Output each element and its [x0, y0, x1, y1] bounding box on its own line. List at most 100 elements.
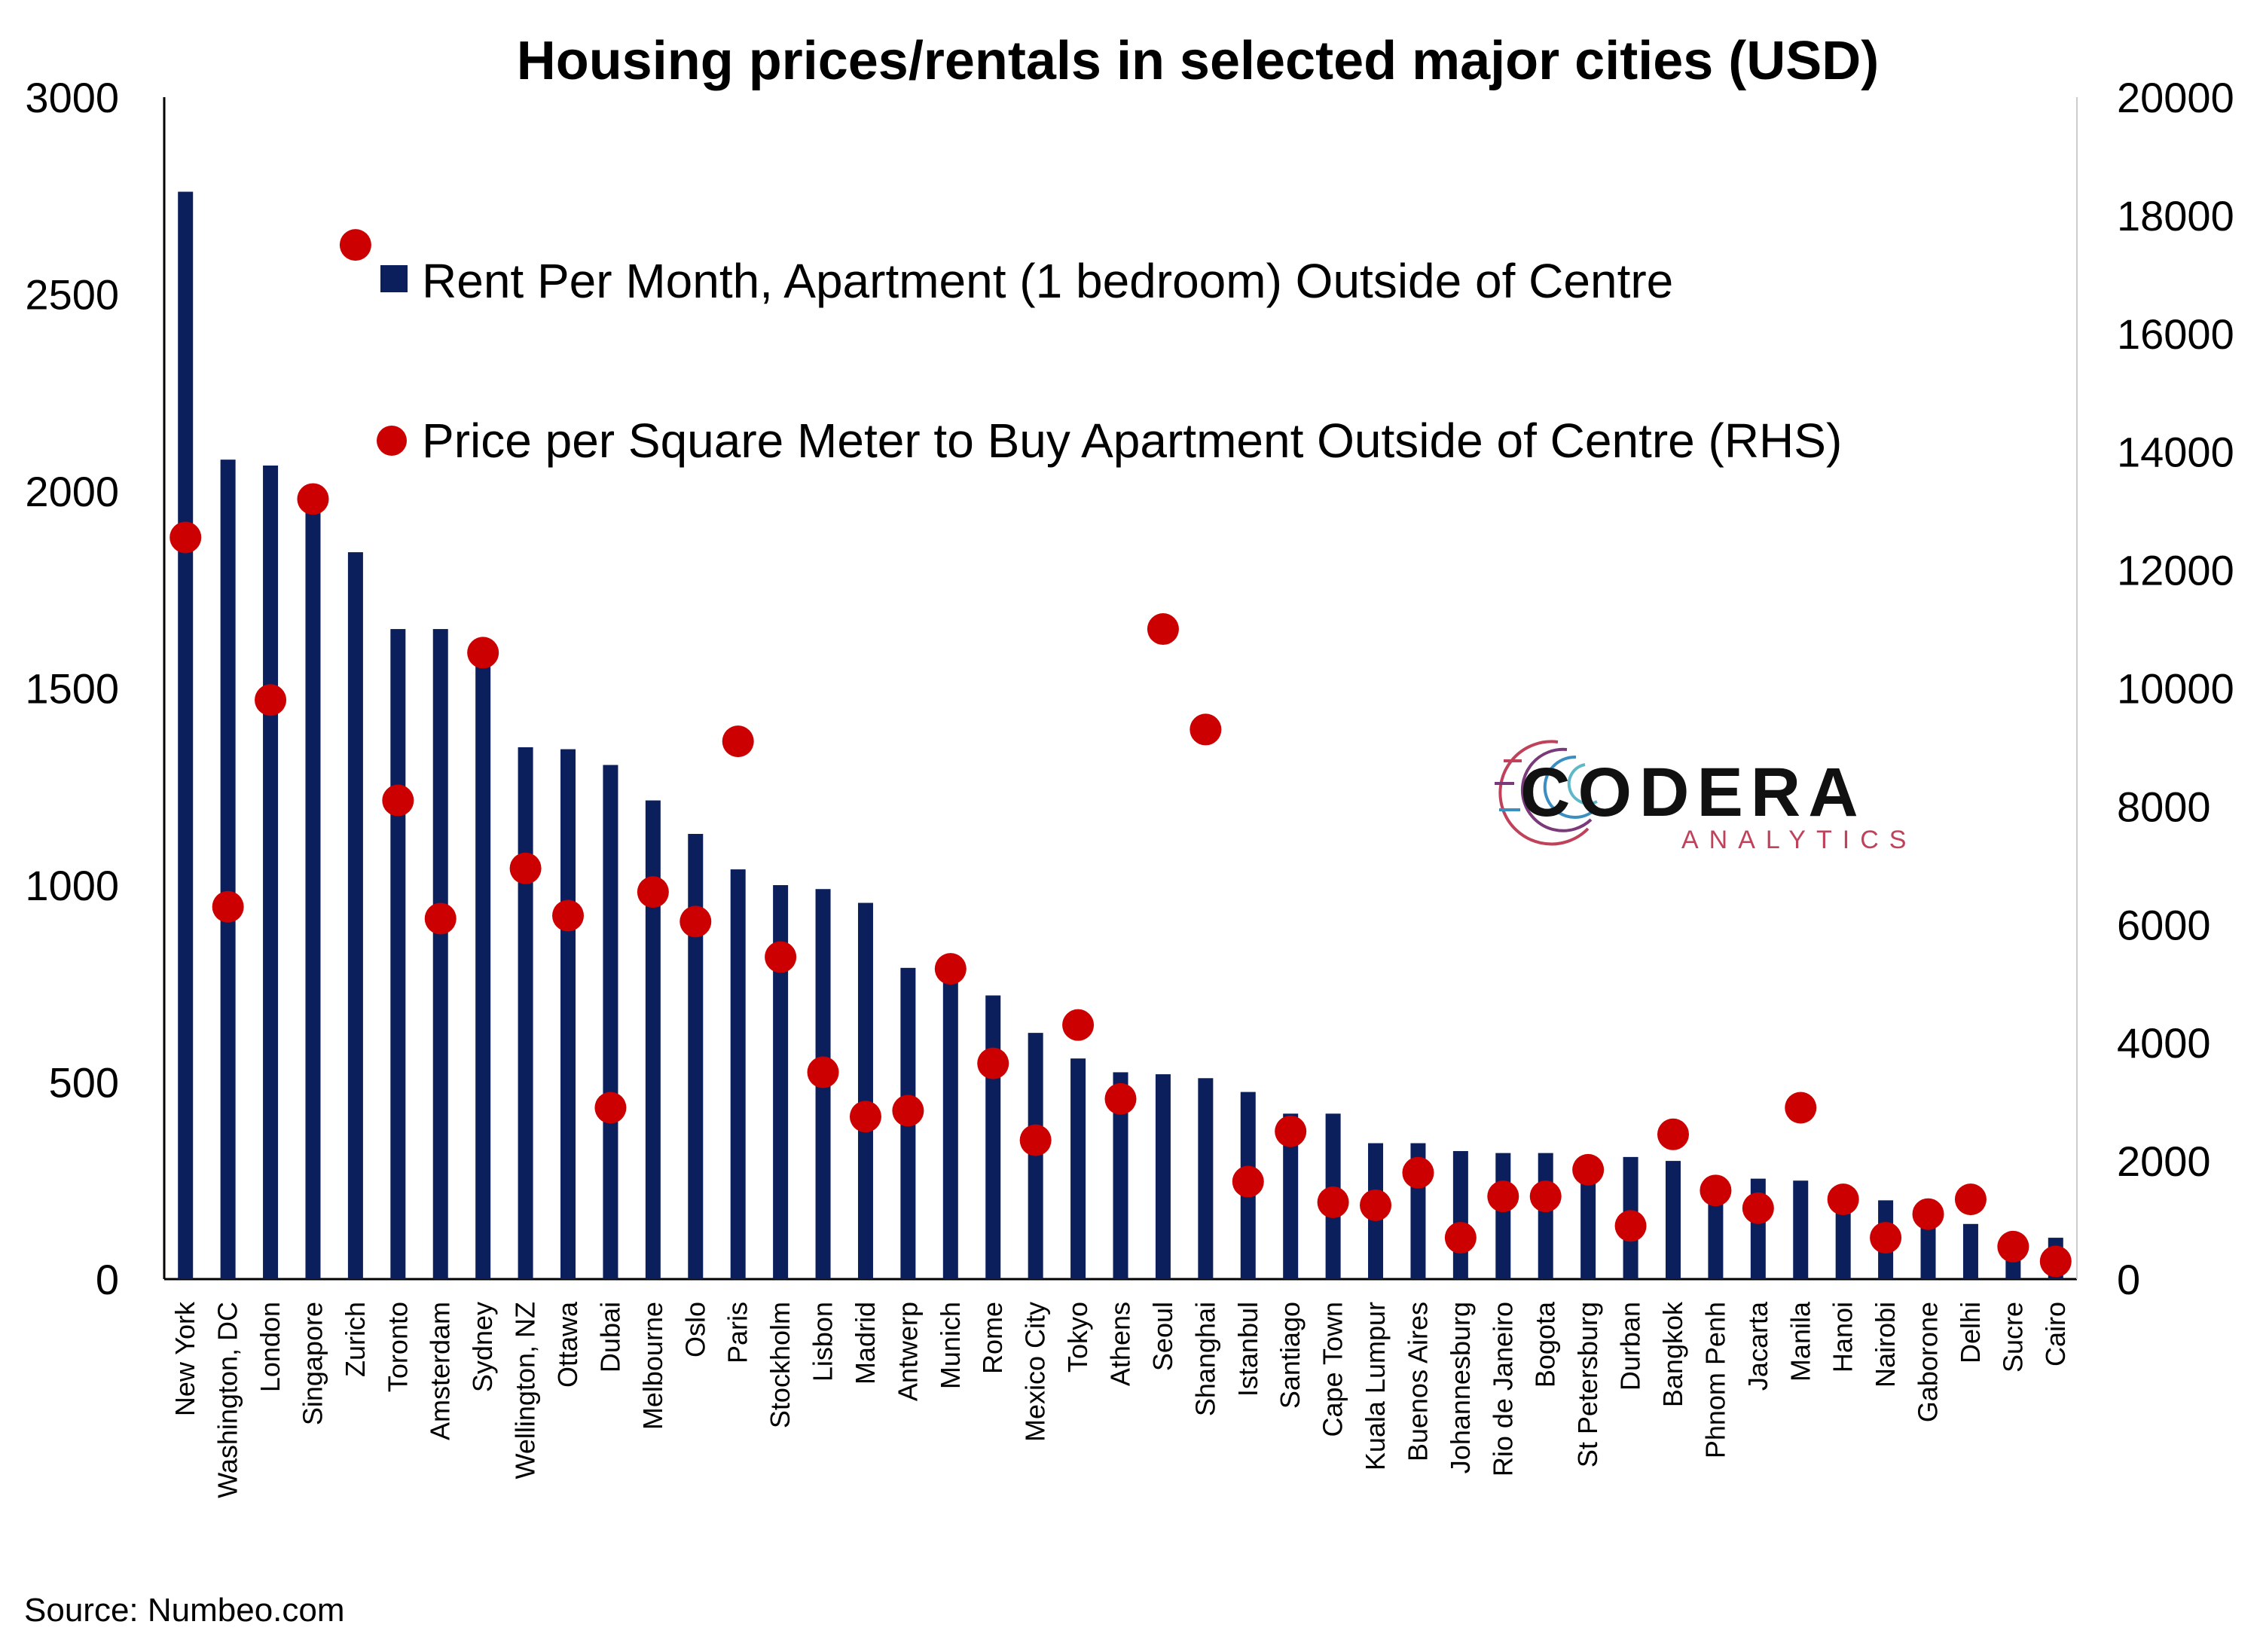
rent-bar [985, 995, 1001, 1279]
left-y-axis: 0 500 1000 1500 2000 2500 3000 [25, 74, 2077, 1303]
price-dot [169, 521, 202, 554]
left-tick-label: 2000 [25, 468, 119, 515]
price-dot [892, 1095, 924, 1127]
category-label: Istanbul [1232, 1302, 1263, 1397]
category-label: London [255, 1302, 286, 1392]
rent-bar [475, 656, 491, 1279]
logo-tagline: ANALYTICS [1681, 826, 1916, 854]
rent-bar [1495, 1153, 1511, 1279]
logo-name: CODERA [1520, 754, 1866, 831]
price-dot [849, 1101, 881, 1133]
right-y-axis: 0 2000 4000 6000 8000 10000 12000 14000 16000 180… [2076, 74, 2234, 1303]
category-label: Durban [1615, 1302, 1646, 1391]
category-label: Manila [1785, 1301, 1816, 1382]
rent-bar [1835, 1198, 1851, 1279]
rent-bar [942, 970, 958, 1279]
category-label: Stockholm [765, 1302, 796, 1428]
category-label: Munich [935, 1302, 966, 1389]
right-tick-label: 6000 [2117, 901, 2211, 948]
left-tick-label: 1000 [25, 862, 119, 909]
category-label: New York [169, 1301, 200, 1416]
chart-title: Housing prices/rentals in selected major… [517, 31, 1880, 91]
category-label: Jacarta [1742, 1301, 1773, 1391]
right-tick-label: 20000 [2117, 74, 2234, 121]
price-dot [1232, 1165, 1264, 1198]
price-dot [1190, 713, 1222, 746]
price-dot [1529, 1180, 1562, 1213]
left-tick-label: 3000 [25, 74, 119, 121]
category-label: Rome [977, 1302, 1008, 1374]
category-label: Dubai [594, 1302, 625, 1373]
rent-bar [688, 834, 704, 1279]
codera-logo: CODERA ANALYTICS [1495, 740, 1916, 854]
rent-bar [857, 902, 873, 1279]
category-label: Paris [722, 1302, 753, 1363]
price-dot [1912, 1198, 1944, 1230]
category-label: Gaborone [1913, 1302, 1944, 1422]
rent-bar [603, 765, 618, 1279]
price-dot [1147, 613, 1179, 646]
rent-bar [1070, 1058, 1086, 1279]
rent-bar [347, 552, 363, 1279]
rent-bar [1452, 1151, 1468, 1279]
rent-bar [1580, 1177, 1596, 1279]
price-dot [1104, 1083, 1137, 1115]
price-dot [552, 899, 585, 932]
right-tick-label: 14000 [2117, 429, 2234, 476]
rent-bar [1538, 1153, 1553, 1279]
price-dot [1870, 1222, 1902, 1254]
price-dot [1700, 1174, 1732, 1207]
price-dot [1742, 1192, 1774, 1224]
price-dot [424, 902, 457, 935]
left-tick-label: 1500 [25, 665, 119, 713]
rent-bar [305, 501, 321, 1280]
price-dot [934, 953, 967, 985]
left-tick-label: 0 [96, 1256, 119, 1303]
rent-bar [1198, 1078, 1214, 1279]
legend-bar-swatch [380, 265, 408, 292]
category-label: Ottawa [552, 1301, 583, 1388]
category-label: Bogota [1530, 1301, 1561, 1388]
category-label: Antwerp [892, 1302, 923, 1401]
rent-bar [263, 466, 279, 1279]
rent-bar [560, 749, 576, 1279]
price-dot [1954, 1183, 1987, 1216]
dot-series [169, 229, 2072, 1278]
category-label: Santiago [1275, 1302, 1306, 1409]
category-label: Cape Town [1318, 1302, 1348, 1437]
rent-bar [1155, 1074, 1171, 1279]
category-label: Mexico City [1020, 1302, 1051, 1442]
rent-bar [518, 747, 533, 1279]
rent-bar [1962, 1223, 1978, 1279]
price-dot [467, 637, 499, 669]
price-dot [509, 852, 542, 884]
price-dot [722, 725, 754, 758]
category-label: Sydney [467, 1302, 498, 1392]
category-label: Madrid [850, 1302, 881, 1385]
category-labels: New York Washington, DC London Singapore Zur… [169, 1301, 2071, 1498]
category-label: Athens [1105, 1302, 1136, 1386]
right-tick-label: 8000 [2117, 783, 2211, 830]
category-label: Kuala Lumpur [1360, 1302, 1391, 1470]
price-dot [1827, 1183, 1859, 1216]
price-dot [807, 1056, 839, 1089]
category-label: Amsterdam [425, 1302, 456, 1440]
category-label: Melbourne [637, 1302, 668, 1430]
rent-bar [1708, 1190, 1724, 1279]
rent-bar [432, 629, 448, 1279]
price-dot [1614, 1210, 1647, 1242]
price-dot [255, 684, 287, 716]
right-tick-label: 18000 [2117, 192, 2234, 240]
category-label: Seoul [1147, 1302, 1178, 1371]
rent-bar [390, 629, 406, 1279]
bar-series [178, 191, 2063, 1280]
price-dot [1444, 1222, 1477, 1254]
price-dot [212, 890, 244, 923]
category-label: Rio de Janeiro [1487, 1302, 1518, 1476]
left-tick-label: 500 [49, 1059, 119, 1107]
category-label: Cairo [2040, 1302, 2071, 1366]
price-dot [1360, 1189, 1392, 1221]
category-label: Oslo [680, 1302, 710, 1357]
legend-dot-swatch [377, 426, 407, 456]
